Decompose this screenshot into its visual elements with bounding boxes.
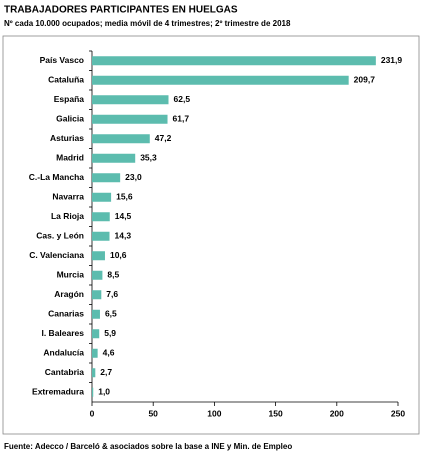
value-label: 2,7 [100,367,112,377]
bar [92,173,121,183]
y-tick-label: España [54,94,85,104]
y-tick-label: C.-La Mancha [29,172,85,182]
y-tick-label: Extremadura [32,387,84,397]
value-label: 14,5 [115,211,132,221]
y-tick-label: La Rioja [51,211,84,221]
value-label: 1,0 [98,387,110,397]
chart-title: TRABAJADORES PARTICIPANTES EN HUELGAS [4,5,238,16]
y-tick-label: Madrid [56,153,84,163]
y-tick-label: Asturias [50,133,84,143]
value-label: 14,3 [115,231,132,241]
bar [92,75,349,85]
chart-subtitle: Nº cada 10.000 ocupados; media móvil de … [4,19,291,28]
value-label: 61,7 [173,114,190,124]
value-label: 6,5 [105,309,117,319]
x-tick-label: 200 [330,408,344,418]
y-tick-label: Cataluña [48,75,84,85]
chart-frame [2,35,420,435]
bar [92,95,169,105]
value-label: 5,9 [104,328,116,338]
x-tick-label: 50 [148,408,158,418]
y-tick-label: Canarias [48,309,84,319]
bar [92,114,168,124]
y-tick-label: Navarra [52,192,84,202]
value-label: 23,0 [125,172,142,182]
bar [92,270,103,280]
source-note: Fuente: Adecco / Barceló & asociados sob… [4,442,292,451]
x-tick-label: 100 [207,408,221,418]
y-tick-label: Cantabria [45,367,84,377]
y-tick-label: Andalucía [43,348,84,358]
value-label: 231,9 [381,55,403,65]
y-tick-label: Galicia [56,114,84,124]
value-label: 209,7 [354,75,376,85]
bar [92,251,105,261]
value-label: 8,5 [107,270,119,280]
bar [92,290,102,300]
y-tick-label: Murcia [57,270,85,280]
bar [92,329,100,339]
x-tick-label: 150 [269,408,283,418]
value-label: 35,3 [140,153,157,163]
value-label: 62,5 [174,94,191,104]
y-tick-label: C. Valenciana [29,250,84,260]
x-tick-label: 0 [90,408,95,418]
value-label: 4,6 [103,348,115,358]
value-label: 10,6 [110,250,127,260]
bar [92,368,96,378]
bar [92,134,150,144]
bar [92,192,112,202]
y-tick-label: País Vasco [40,55,84,65]
value-label: 7,6 [106,289,118,299]
bar [92,153,136,163]
bar [92,231,110,241]
bar [92,56,376,66]
bar [92,309,100,319]
bar [92,212,110,222]
value-label: 47,2 [155,133,172,143]
value-label: 15,6 [116,192,133,202]
y-tick-label: I. Baleares [41,328,84,338]
x-tick-label: 250 [391,408,405,418]
bar [92,348,98,358]
y-tick-label: Cas. y León [36,231,84,241]
bar [92,387,94,397]
y-tick-label: Aragón [54,289,84,299]
